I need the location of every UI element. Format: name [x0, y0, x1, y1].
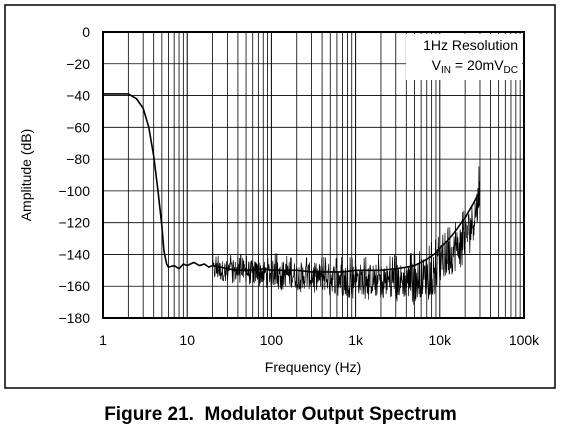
x-tick-label: 10 [179, 332, 195, 348]
noise-trace [212, 166, 481, 305]
chart-figure: 1 10 100 1k 10k 100k 0 −20 −40 −60 −80 −100 −120 −140… [4, 4, 556, 389]
figure-caption: Figure 21. Modulator Output Spectrum [104, 404, 457, 425]
y-tick-label: −60 [66, 119, 90, 135]
y-tick-label: −180 [58, 310, 90, 326]
x-tick-label: 10k [429, 332, 453, 348]
y-tick-label: −100 [58, 183, 90, 199]
y-axis-title: Amplitude (dB) [18, 129, 34, 222]
legend: 1Hz Resolution VIN = 20mVDC [406, 34, 522, 80]
plot-frame [102, 31, 525, 319]
y-tick-label: 0 [82, 24, 90, 40]
series-layer [103, 93, 481, 305]
y-tick-label: −140 [58, 246, 90, 262]
x-tick-label: 1k [348, 332, 364, 348]
y-tick-label: −80 [66, 151, 90, 167]
legend-box [406, 34, 522, 80]
x-axis-title: Frequency (Hz) [265, 359, 361, 375]
y-tick-label: −160 [58, 278, 90, 294]
tick-labels: 1 10 100 1k 10k 100k 0 −20 −40 −60 −80 −100 −120 −140… [58, 24, 540, 348]
y-tick-label: −120 [58, 215, 90, 231]
x-tick-label: 100 [260, 332, 284, 348]
y-tick-label: −20 [66, 56, 90, 72]
legend-line-1: 1Hz Resolution [423, 37, 518, 53]
x-tick-label: 100k [509, 332, 540, 348]
spectrum-line [103, 93, 481, 273]
legend-line-2: VIN = 20mVDC [432, 57, 518, 76]
x-tick-label: 1 [99, 332, 107, 348]
y-tick-label: −40 [66, 88, 90, 104]
